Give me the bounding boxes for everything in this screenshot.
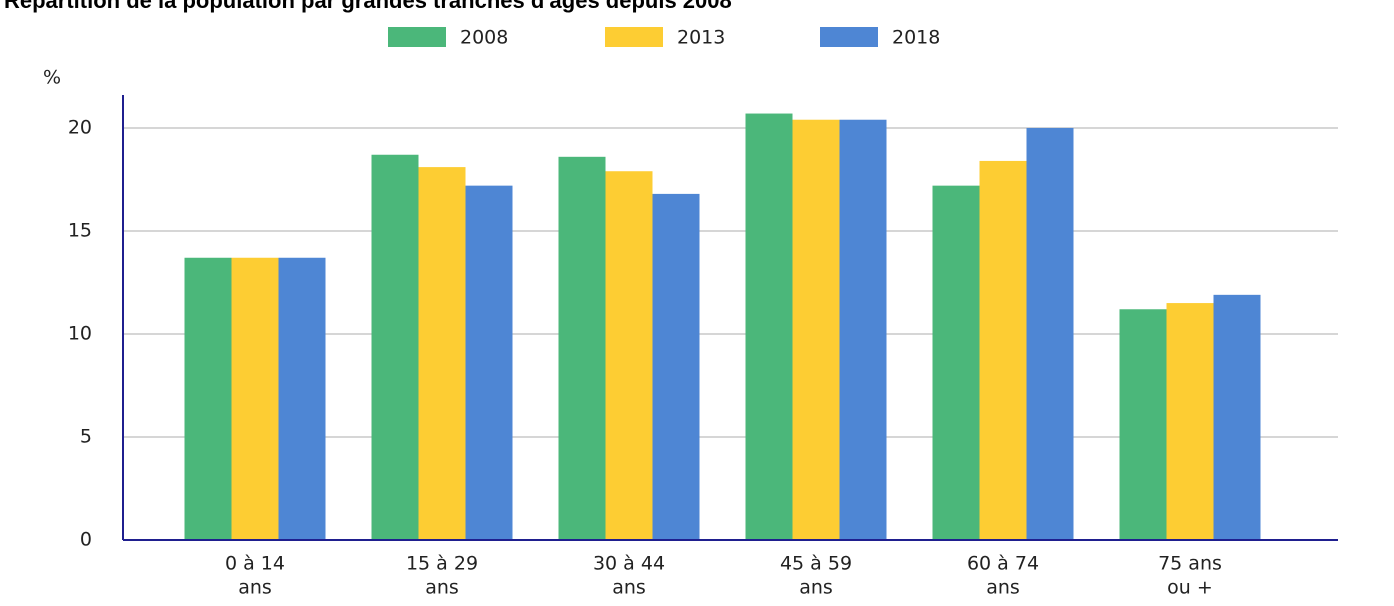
legend-label: 2013: [677, 27, 725, 49]
legend-swatch: [605, 27, 663, 47]
legend-swatch: [388, 27, 446, 47]
x-tick-label: 60 à 74: [967, 553, 1039, 575]
y-tick-label: 20: [68, 116, 92, 138]
y-tick-label: 5: [80, 425, 92, 447]
bar: [745, 113, 793, 541]
bar: [465, 185, 513, 541]
y-tick-label: 0: [80, 529, 92, 551]
bar: [792, 119, 840, 540]
bar: [1026, 127, 1074, 541]
x-tick-label: 45 à 59: [780, 553, 852, 575]
legend-label: 2018: [892, 27, 940, 49]
y-axis-label: %: [43, 67, 61, 89]
bar: [1213, 294, 1261, 540]
bar: [371, 154, 419, 541]
bar: [839, 119, 887, 540]
legend-swatch: [820, 27, 878, 47]
y-tick-label: 15: [68, 219, 92, 241]
bar: [558, 156, 606, 541]
x-tick-label: ans: [238, 577, 272, 599]
bar: [1119, 309, 1167, 540]
bar: [278, 257, 326, 540]
bar: [932, 185, 980, 541]
x-tick-label: ans: [612, 577, 646, 599]
x-tick-label: 0 à 14: [225, 553, 285, 575]
y-tick-label: 10: [68, 322, 92, 344]
x-tick-label: ans: [986, 577, 1020, 599]
bar: [652, 193, 700, 540]
bar: [1166, 303, 1214, 540]
x-tick-label: 30 à 44: [593, 553, 665, 575]
bar: [979, 160, 1027, 541]
x-tick-label: ou +: [1167, 577, 1213, 599]
bar: [184, 257, 232, 540]
bar: [605, 171, 653, 540]
chart-title: Répartition de la population par grandes…: [4, 0, 732, 13]
bar: [231, 257, 279, 540]
x-tick-label: 75 ans: [1158, 553, 1222, 575]
x-tick-label: 15 à 29: [406, 553, 478, 575]
x-tick-label: ans: [425, 577, 459, 599]
x-tick-label: ans: [799, 577, 833, 599]
legend-label: 2008: [460, 27, 508, 49]
bar: [418, 167, 466, 540]
